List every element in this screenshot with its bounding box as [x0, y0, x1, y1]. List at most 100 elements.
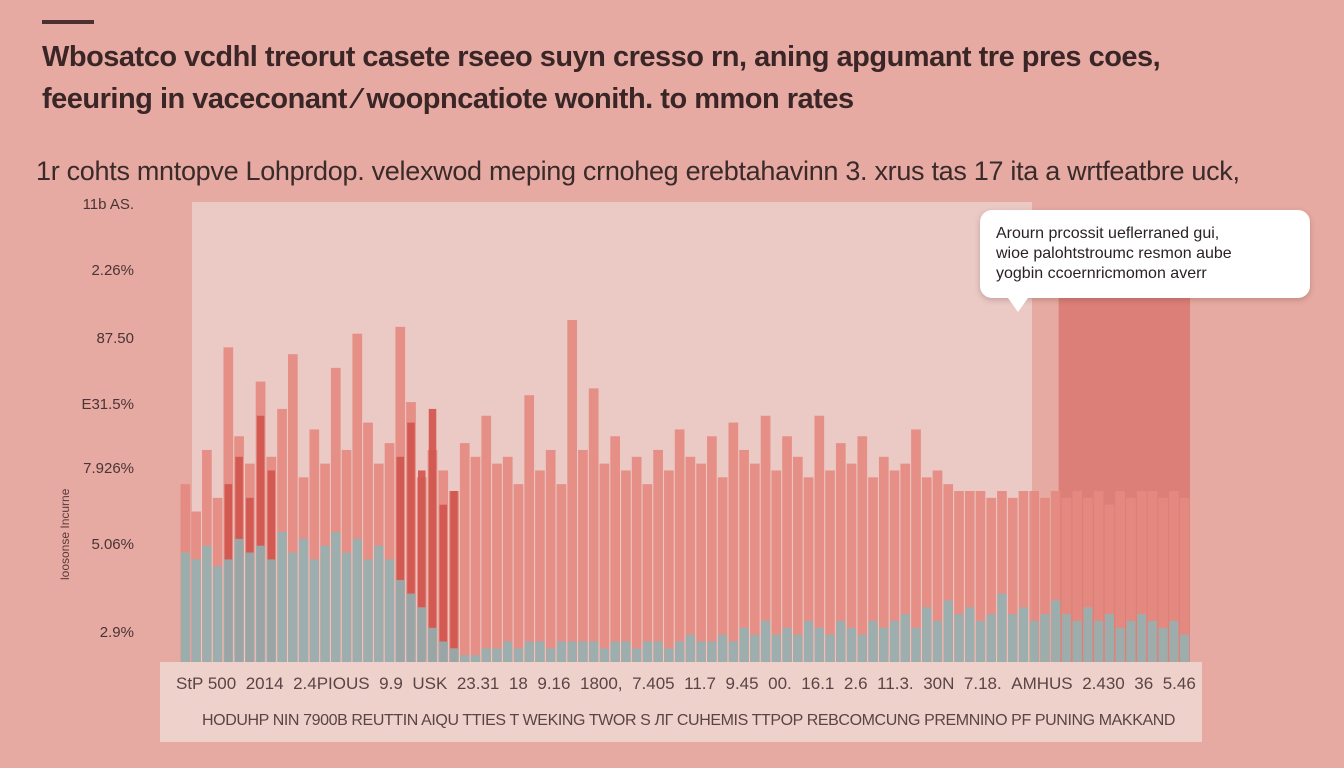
- teal-bar: [503, 641, 513, 662]
- teal-bar: [470, 655, 481, 662]
- salmon-bar: [696, 463, 706, 662]
- teal-bar: [803, 620, 814, 662]
- chart-title-line-1: Wbosatco vcdhl treorut casete rseeo suyn…: [42, 41, 1161, 73]
- teal-bar: [191, 559, 201, 662]
- x-tick-label: 7.405: [632, 674, 675, 693]
- teal-bar: [718, 634, 728, 662]
- salmon-bar: [352, 333, 363, 662]
- teal-bar: [782, 627, 792, 662]
- y-tick-label: 11b AS.: [82, 196, 134, 213]
- teal-bar: [395, 579, 405, 662]
- teal-bar: [202, 545, 212, 662]
- teal-bar: [642, 641, 652, 662]
- salmon-bar: [1007, 497, 1018, 662]
- teal-bar: [846, 627, 857, 662]
- teal-bar: [761, 620, 771, 662]
- chart-title-line-2: feeuring in vaceconant ∕ woopncatiote wo…: [42, 83, 854, 115]
- teal-bar: [1061, 614, 1072, 662]
- salmon-bar: [642, 484, 653, 662]
- x-tick-label: 23.31: [456, 674, 500, 693]
- teal-bar: [492, 648, 502, 662]
- teal-bar: [460, 655, 470, 662]
- salmon-bar: [384, 443, 395, 662]
- teal-bar: [1126, 620, 1136, 662]
- chart-title: Wbosatco vcdhl treorut casete rseeo suyn…: [42, 36, 1262, 120]
- teal-bar: [1072, 620, 1082, 662]
- teal-bar: [1094, 620, 1104, 662]
- salmon-bar: [1147, 491, 1158, 662]
- salmon-bar: [760, 415, 771, 662]
- teal-bar: [932, 620, 943, 662]
- chart-subtitle: 1r cohts mntopve Lohprdop. velexwod mepi…: [36, 156, 1240, 186]
- salmon-bar: [835, 443, 846, 662]
- salmon-bar: [1093, 491, 1104, 662]
- salmon-bar: [556, 484, 567, 662]
- salmon-bar: [470, 456, 481, 662]
- teal-bar: [417, 607, 427, 662]
- x-tick-label: 2014: [245, 674, 284, 693]
- teal-bar: [223, 559, 233, 662]
- salmon-bar: [481, 415, 492, 662]
- teal-bar: [438, 641, 448, 662]
- salmon-bar: [707, 436, 717, 662]
- salmon-bar: [1040, 497, 1050, 662]
- salmon-bar: [954, 491, 964, 662]
- teal-bar: [213, 566, 223, 662]
- x-tick-label: 9.16: [537, 674, 571, 693]
- teal-bar: [481, 648, 491, 662]
- teal-bar: [868, 620, 878, 662]
- salmon-bar: [674, 429, 685, 662]
- teal-bar: [675, 641, 685, 662]
- teal-bar: [825, 634, 835, 662]
- salmon-bar: [653, 449, 663, 662]
- salmon-bar: [792, 456, 803, 662]
- teal-bar: [1147, 620, 1157, 662]
- salmon-bar: [728, 422, 739, 662]
- salmon-bar: [911, 429, 921, 662]
- salmon-bar: [1169, 491, 1179, 662]
- teal-bar: [406, 593, 416, 662]
- x-tick-label: 7.18.: [963, 674, 1002, 693]
- salmon-bar: [459, 443, 470, 662]
- teal-bar: [363, 559, 373, 662]
- salmon-bar: [889, 470, 900, 662]
- salmon-bar: [1029, 491, 1040, 662]
- teal-bar: [556, 641, 567, 662]
- annotation-callout: Arourn prcossit ueflerraned gui, wioe pa…: [980, 210, 1310, 312]
- teal-bar: [524, 641, 534, 662]
- salmon-bar: [524, 395, 535, 662]
- red-bar: [439, 504, 448, 662]
- salmon-bar: [1179, 497, 1190, 662]
- teal-bar: [1180, 634, 1190, 662]
- salmon-bar: [1136, 491, 1147, 662]
- x-axis-label: HODUHP NIN 7900B REUTTIN AIQU TTIES T WE…: [202, 712, 1176, 729]
- teal-bar: [352, 538, 362, 662]
- salmon-bar: [900, 463, 911, 662]
- teal-bar: [1169, 620, 1179, 662]
- salmon-bar: [578, 449, 588, 662]
- red-bar: [450, 491, 458, 662]
- salmon-bar: [610, 436, 620, 662]
- x-tick-label: 30N: [923, 674, 955, 693]
- teal-bar: [664, 648, 674, 662]
- salmon-bar: [739, 449, 749, 662]
- teal-bar: [567, 641, 577, 662]
- salmon-bar: [502, 456, 513, 662]
- salmon-bar: [846, 463, 857, 662]
- teal-series: [180, 532, 1190, 662]
- salmon-bar: [1050, 491, 1061, 662]
- salmon-bar: [750, 463, 760, 662]
- y-tick-label: 87.50: [96, 330, 134, 347]
- teal-bar: [685, 634, 695, 662]
- y-tick-label: 2.26%: [91, 262, 134, 279]
- x-tick-label: 9.9: [379, 674, 403, 693]
- red-bar: [428, 408, 437, 662]
- teal-bar: [234, 538, 244, 662]
- x-tick-label: 2.4PIOUS: [293, 674, 370, 693]
- teal-bar: [256, 545, 266, 662]
- callout-line: Arourn prcossit ueflerraned gui,: [996, 225, 1220, 242]
- teal-bar: [750, 634, 760, 662]
- salmon-bar: [964, 491, 975, 662]
- x-tick-label: StP 500: [176, 674, 237, 693]
- teal-bar: [1029, 620, 1039, 662]
